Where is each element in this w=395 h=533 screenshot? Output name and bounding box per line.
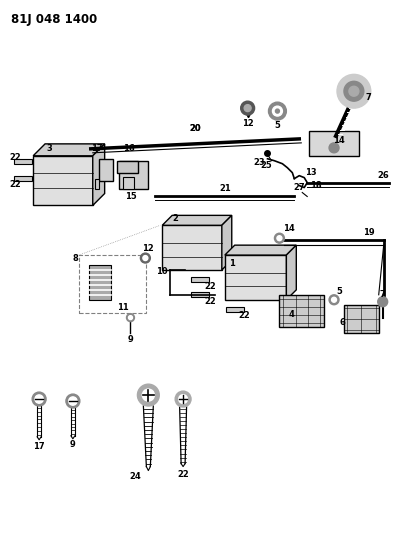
Circle shape <box>331 297 337 302</box>
Text: 15: 15 <box>124 192 136 201</box>
Circle shape <box>66 394 80 408</box>
Circle shape <box>244 104 251 111</box>
Circle shape <box>32 392 46 406</box>
Text: 14: 14 <box>284 224 295 233</box>
Circle shape <box>337 75 371 108</box>
Bar <box>309 131 359 156</box>
Circle shape <box>175 391 191 407</box>
Circle shape <box>277 236 282 241</box>
Text: 21: 21 <box>219 184 231 193</box>
Polygon shape <box>93 144 105 205</box>
Polygon shape <box>225 245 296 255</box>
Circle shape <box>137 384 159 406</box>
Text: 27: 27 <box>293 183 305 192</box>
Bar <box>117 161 138 173</box>
Circle shape <box>349 86 359 96</box>
Circle shape <box>126 313 134 321</box>
Text: 20: 20 <box>189 125 201 133</box>
Polygon shape <box>286 245 296 300</box>
Text: 22: 22 <box>204 297 216 306</box>
Circle shape <box>128 316 132 320</box>
Text: 11: 11 <box>117 303 128 312</box>
Text: 22: 22 <box>177 470 189 479</box>
Text: 13: 13 <box>305 168 317 177</box>
Text: 1: 1 <box>229 259 235 268</box>
Text: 17: 17 <box>33 442 45 451</box>
Circle shape <box>142 389 154 401</box>
Text: 25: 25 <box>261 161 273 170</box>
Text: 22: 22 <box>9 180 21 189</box>
Bar <box>279 295 324 327</box>
Text: 7: 7 <box>380 290 386 300</box>
Bar <box>14 159 32 164</box>
Bar <box>118 161 149 189</box>
Bar <box>89 265 111 300</box>
Text: 3: 3 <box>46 144 52 154</box>
Polygon shape <box>33 144 105 156</box>
Bar <box>33 156 93 205</box>
Polygon shape <box>162 215 232 225</box>
Text: 19: 19 <box>363 228 374 237</box>
Bar <box>122 176 134 189</box>
Text: 12: 12 <box>143 244 154 253</box>
Circle shape <box>275 109 279 113</box>
Text: 6: 6 <box>339 318 345 327</box>
Text: 7: 7 <box>366 93 372 102</box>
Bar <box>95 179 99 189</box>
Bar <box>226 306 244 312</box>
Bar <box>344 305 379 333</box>
Text: 14: 14 <box>333 136 345 146</box>
Text: 16: 16 <box>122 144 134 154</box>
Text: 4: 4 <box>288 310 294 319</box>
Circle shape <box>275 233 284 243</box>
Bar <box>79 255 147 313</box>
Text: 2: 2 <box>172 214 178 223</box>
Circle shape <box>344 82 364 101</box>
Polygon shape <box>222 215 232 270</box>
Circle shape <box>69 397 77 405</box>
Circle shape <box>179 395 188 403</box>
Text: 20: 20 <box>189 125 201 133</box>
Circle shape <box>273 106 282 116</box>
Text: 12: 12 <box>242 118 254 127</box>
Circle shape <box>269 102 286 120</box>
Bar <box>162 225 222 270</box>
Text: 22: 22 <box>204 282 216 292</box>
Text: 26: 26 <box>378 171 389 180</box>
Circle shape <box>329 295 339 305</box>
Text: 10: 10 <box>156 268 168 277</box>
Circle shape <box>378 297 387 306</box>
Text: 5: 5 <box>275 120 280 130</box>
Bar <box>14 176 32 181</box>
Text: 9: 9 <box>128 335 134 344</box>
Bar <box>99 159 113 181</box>
Bar <box>191 277 209 282</box>
Text: 17: 17 <box>91 144 103 154</box>
Bar <box>225 255 286 300</box>
Circle shape <box>140 253 150 263</box>
Text: 81J 048 1400: 81J 048 1400 <box>11 13 98 26</box>
Text: 9: 9 <box>70 440 76 449</box>
Text: 22: 22 <box>239 311 250 320</box>
Text: 23: 23 <box>254 158 265 167</box>
Text: 18: 18 <box>310 181 322 190</box>
Circle shape <box>35 395 43 403</box>
Circle shape <box>241 101 255 115</box>
Circle shape <box>143 256 148 261</box>
Text: 24: 24 <box>130 472 141 481</box>
Text: 22: 22 <box>9 154 21 162</box>
Text: 5: 5 <box>336 287 342 296</box>
Text: 8: 8 <box>73 254 79 263</box>
Bar <box>191 292 209 297</box>
Circle shape <box>329 143 339 153</box>
